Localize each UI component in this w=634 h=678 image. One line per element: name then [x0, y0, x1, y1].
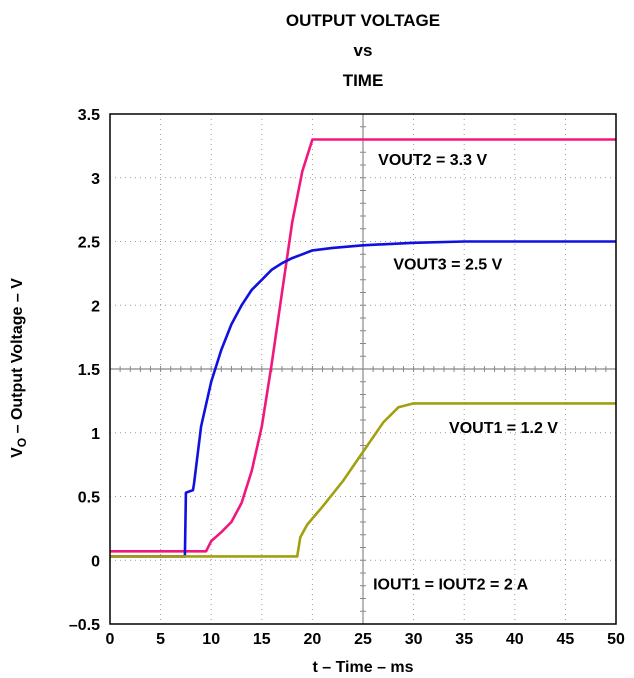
x-tick-label: 20 [304, 631, 322, 648]
y-tick-labels: –0.5 0 0.5 1 1.5 2 2.5 3 3.5 [69, 107, 100, 634]
series-line-1 [110, 240, 616, 558]
y-axis-label-rest: – Output Voltage – V [9, 278, 26, 438]
series-line-0 [110, 138, 616, 553]
y-tick-label: 3 [91, 171, 100, 188]
x-tick-labels: 0 5 10 15 20 25 30 35 40 45 50 [106, 631, 625, 648]
grid-lines [109, 113, 617, 625]
title-line-2: vs [354, 41, 373, 60]
y-tick-label: 0 [91, 553, 100, 570]
plot-frame [109, 113, 617, 625]
annotation-2: VOUT1 = 1.2 V [449, 420, 558, 437]
annotation-layer: VOUT2 = 3.3 V VOUT3 = 2.5 V VOUT1 = 1.2 V I… [373, 152, 558, 594]
y-tick-label: 2.5 [78, 235, 100, 252]
x-tick-label: 5 [156, 631, 165, 648]
x-tick-label: 45 [557, 631, 575, 648]
x-tick-label: 10 [202, 631, 220, 648]
x-tick-label: 30 [405, 631, 423, 648]
y-tick-label: 2 [91, 298, 100, 315]
annotation-1: VOUT3 = 2.5 V [393, 257, 502, 274]
y-tick-label: 1 [91, 426, 100, 443]
y-axis-label-sub: O [15, 438, 29, 447]
title-line-3: TIME [343, 71, 384, 90]
x-tick-label: 40 [506, 631, 524, 648]
x-tick-label: 25 [354, 631, 372, 648]
series-layer [110, 138, 616, 558]
x-tick-label: 15 [253, 631, 271, 648]
annotation-3: IOUT1 = IOUT2 = 2 A [373, 577, 528, 594]
x-axis-label: t – Time – ms [312, 659, 413, 676]
y-axis-label-main: V [9, 447, 26, 458]
y-tick-label: –0.5 [69, 617, 100, 634]
y-tick-label: 1.5 [78, 362, 100, 379]
y-tick-label: 0.5 [78, 490, 100, 507]
title-line-1: OUTPUT VOLTAGE [286, 11, 440, 30]
chart-title: OUTPUT VOLTAGE vs TIME [286, 11, 440, 90]
x-tick-label: 50 [607, 631, 625, 648]
x-tick-label: 0 [106, 631, 115, 648]
y-axis-label: VO – Output Voltage – V [9, 278, 29, 458]
y-tick-label: 3.5 [78, 107, 100, 124]
annotation-0: VOUT2 = 3.3 V [378, 152, 487, 169]
series-line-2 [110, 402, 616, 558]
x-tick-label: 35 [455, 631, 473, 648]
